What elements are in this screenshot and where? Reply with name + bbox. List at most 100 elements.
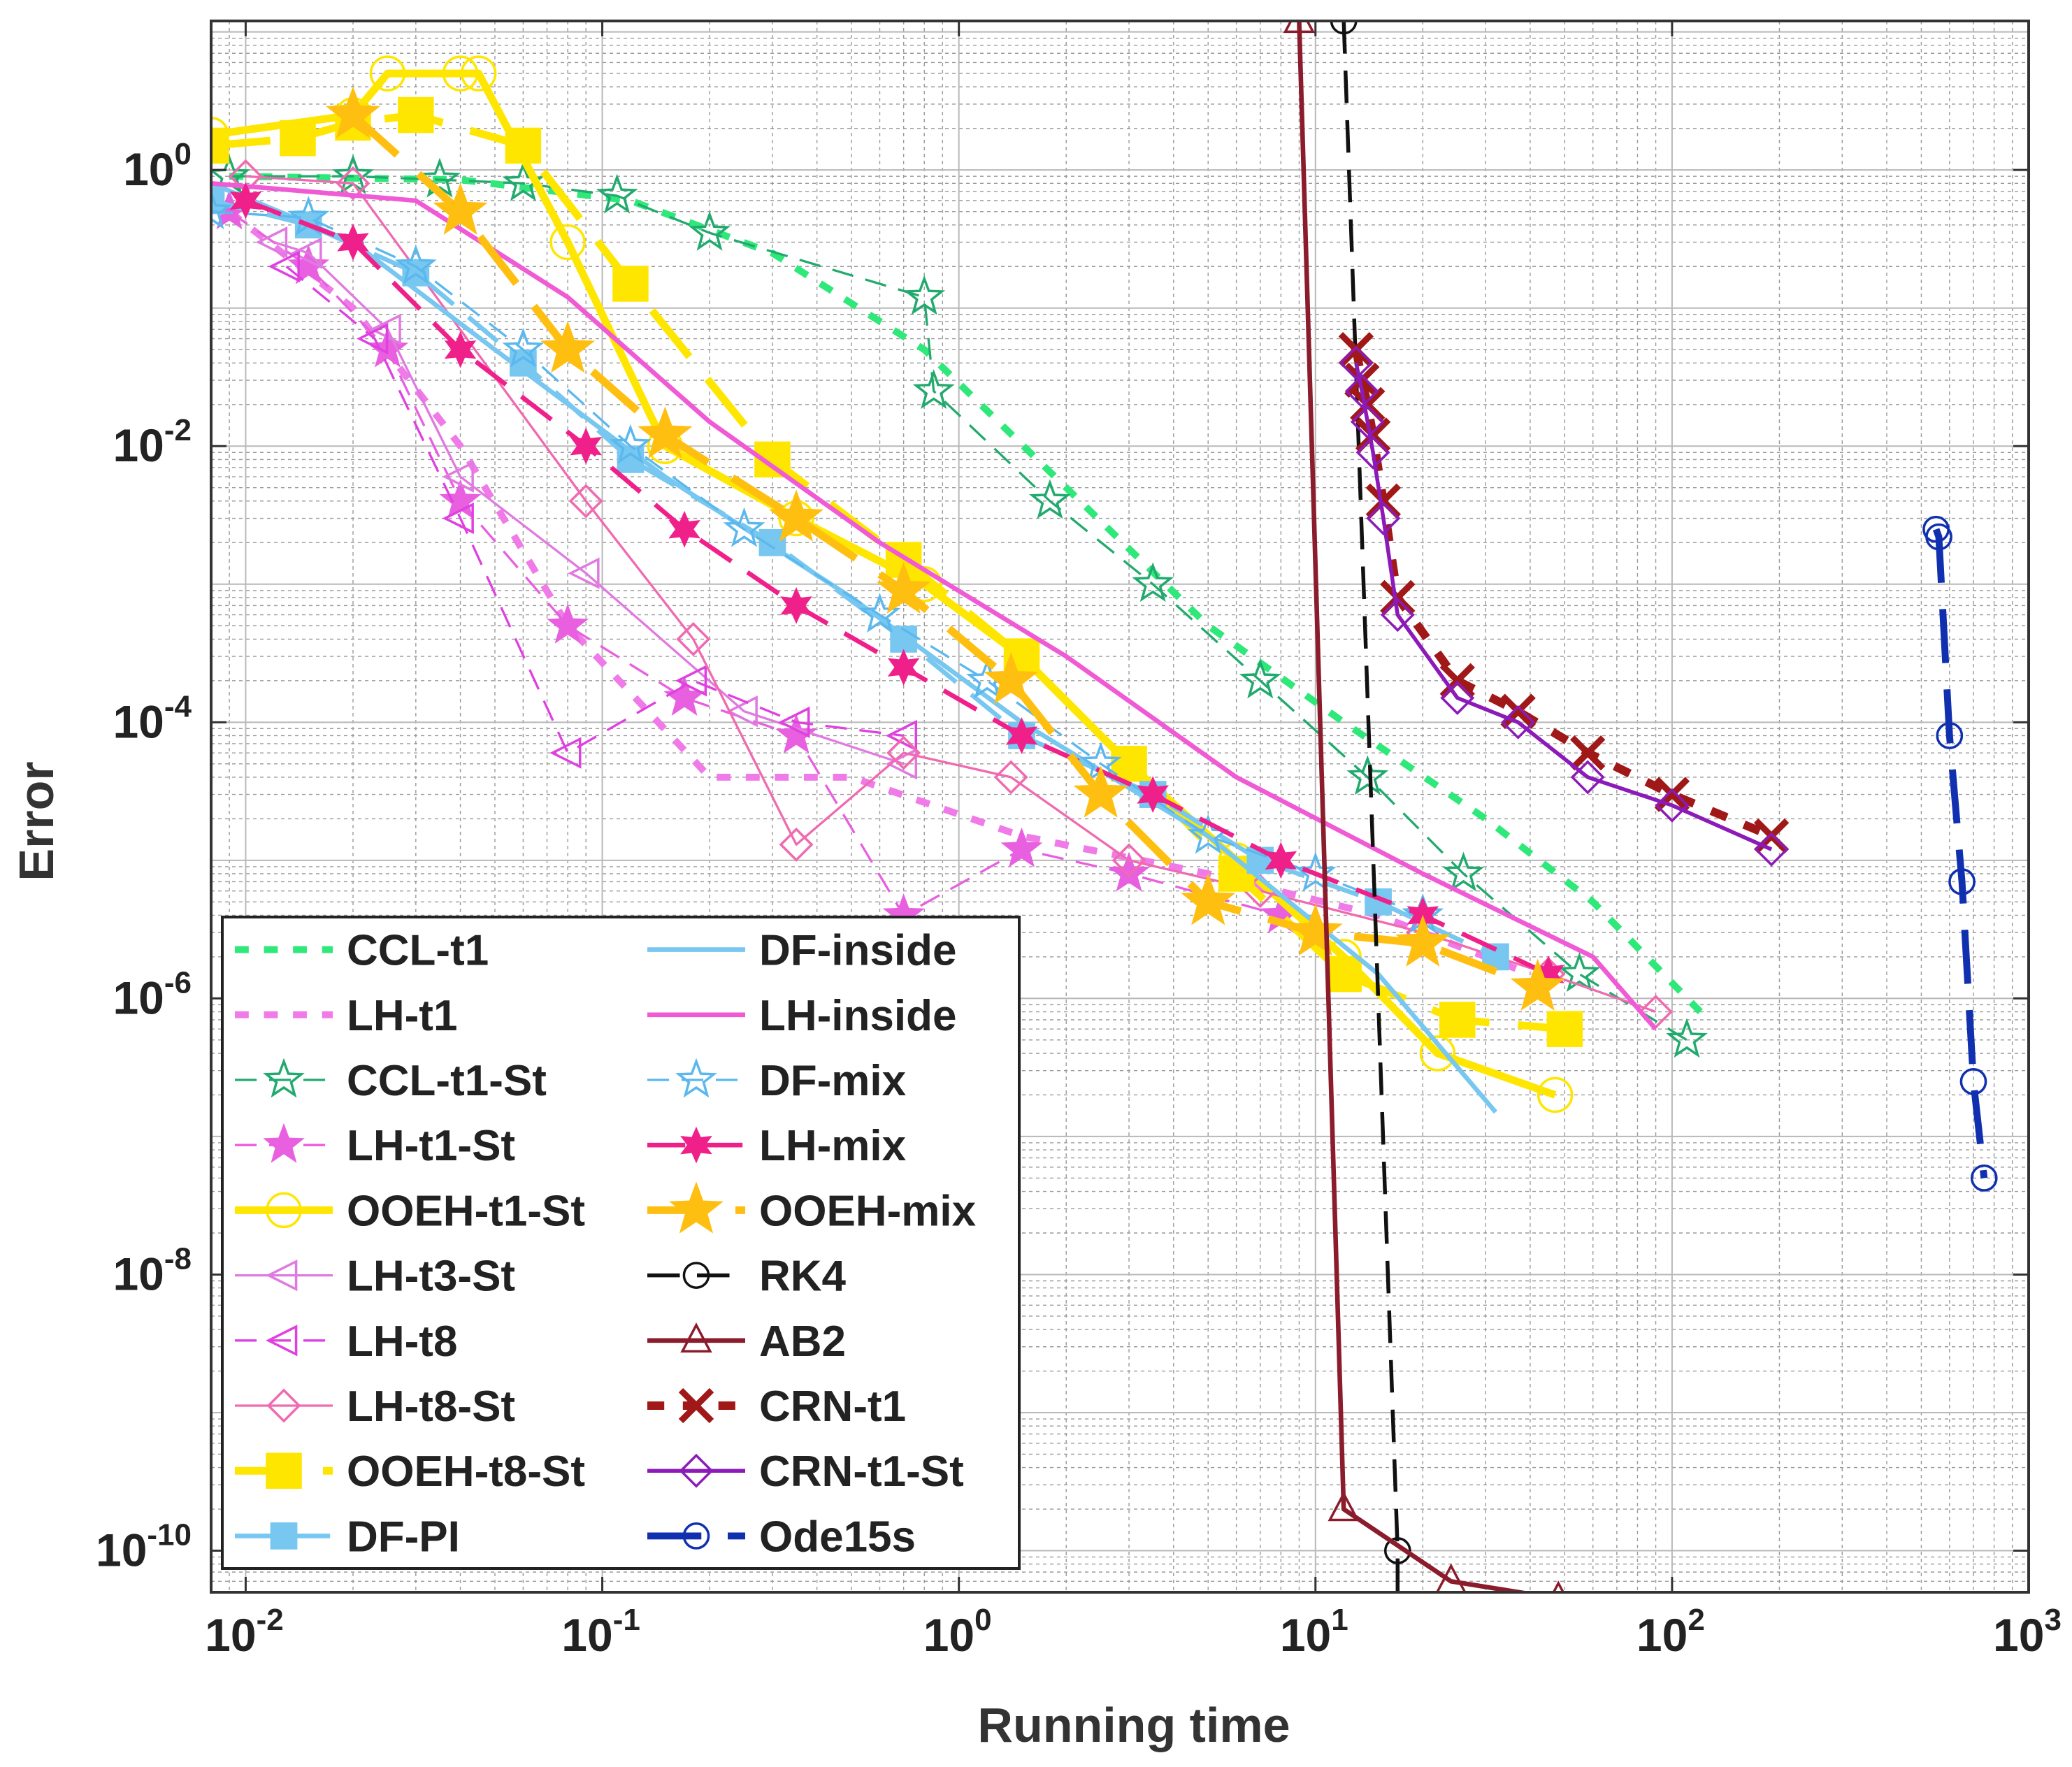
y-tick-label: 10-2	[113, 413, 192, 471]
plot-area-frame	[210, 20, 2030, 1594]
legend-label: LH-inside	[759, 992, 956, 1040]
data-point	[1655, 788, 1690, 823]
y-tick-label-exponent: -10	[147, 1518, 192, 1552]
plot-series-clip	[211, 21, 1998, 1592]
data-point	[1754, 832, 1789, 867]
data-point	[663, 676, 705, 716]
data-point	[723, 507, 765, 547]
series-line	[1932, 528, 1988, 1178]
legend-entry: OOEH-t8-St	[235, 1448, 585, 1496]
x-tick-label-base: 10	[1993, 1609, 2044, 1661]
data-point	[369, 55, 406, 92]
data-point	[394, 244, 437, 284]
legend-label: OOEH-t1-St	[347, 1187, 585, 1235]
x-tick-label-exponent: 2	[1688, 1603, 1704, 1637]
data-point	[1350, 404, 1385, 439]
x-tick-label: 100	[923, 1603, 992, 1661]
data-point	[1330, 21, 1358, 35]
data-point	[678, 1387, 714, 1424]
data-point	[337, 224, 369, 261]
legend-entry: CCL-t1-St	[235, 1057, 547, 1105]
data-point	[1181, 873, 1236, 925]
legend-entry: LH-t8	[235, 1318, 457, 1366]
data-point	[1970, 1164, 1998, 1192]
data-point	[439, 479, 482, 519]
x-tick-label-base: 10	[561, 1609, 612, 1661]
data-point	[912, 369, 955, 410]
data-point	[263, 1123, 305, 1163]
series-line	[1297, 21, 1534, 1592]
series-ooeh-mix	[326, 86, 1565, 1011]
data-point	[1440, 681, 1475, 716]
data-point	[1328, 1491, 1360, 1522]
data-point	[266, 1192, 302, 1229]
x-tick-label: 103	[1993, 1603, 2062, 1661]
y-tick-label-base: 10	[123, 143, 174, 195]
x-axis-label: Running time	[977, 1698, 1290, 1752]
legend-label: RK4	[759, 1253, 847, 1301]
data-point	[1936, 722, 1964, 749]
data-point	[502, 327, 545, 368]
x-tick-label-base: 10	[1636, 1609, 1688, 1661]
data-point	[1552, 1580, 1565, 1592]
legend-entry: RK4	[647, 1253, 847, 1301]
data-point	[668, 510, 700, 548]
legend-entry: DF-mix	[647, 1057, 907, 1105]
legend-entry: LH-inside	[647, 992, 956, 1040]
series-line	[229, 175, 1688, 1041]
legend-entry: DF-PI	[235, 1513, 460, 1561]
data-point	[398, 96, 434, 134]
y-tick-label-exponent: -6	[164, 965, 192, 1000]
data-point	[255, 226, 288, 259]
legend-entry: LH-t3-St	[235, 1253, 515, 1301]
legend-label: CCL-t1-St	[347, 1057, 547, 1105]
data-point	[1380, 598, 1415, 633]
x-tick-label: 10-2	[205, 1603, 284, 1661]
data-point	[326, 86, 380, 138]
data-point	[682, 1262, 710, 1289]
y-tick-label-exponent: -2	[164, 413, 192, 447]
data-point	[1570, 760, 1605, 795]
data-point	[1239, 658, 1281, 699]
data-point	[612, 266, 649, 302]
data-point	[1366, 501, 1401, 536]
data-point	[211, 189, 232, 230]
data-point	[1558, 952, 1601, 993]
series-lh-t1-st	[211, 189, 1302, 933]
legend-entry: AB2	[647, 1318, 846, 1366]
data-point	[1111, 746, 1147, 782]
data-point	[1108, 851, 1151, 892]
x-tick-label: 101	[1280, 1603, 1348, 1661]
data-point	[1959, 1067, 1987, 1095]
series-line	[229, 173, 1703, 1014]
y-tick-label-base: 10	[113, 972, 164, 1023]
data-point	[1380, 579, 1416, 616]
data-point	[442, 502, 474, 535]
data-point	[1753, 818, 1790, 854]
data-point	[609, 424, 652, 464]
series-lh-t8	[268, 250, 917, 769]
data-point	[1439, 1002, 1476, 1038]
legend-entry: OOEH-mix	[647, 1181, 977, 1235]
data-point	[676, 621, 711, 656]
data-point	[1570, 735, 1606, 771]
data-point	[1000, 827, 1043, 867]
data-point	[290, 237, 322, 269]
data-point	[442, 55, 479, 92]
data-point	[778, 706, 810, 738]
series-lh-t1	[227, 208, 1532, 978]
series-line	[227, 208, 1532, 978]
legend-label: Ode15s	[759, 1513, 916, 1561]
legend-label: CRN-t1-St	[759, 1448, 964, 1496]
data-point	[638, 406, 693, 459]
x-tick-label-base: 10	[1280, 1609, 1331, 1661]
data-point	[1501, 705, 1536, 740]
data-point	[419, 157, 461, 198]
legend-label: DF-PI	[347, 1513, 460, 1561]
series-line	[1351, 349, 1774, 840]
data-point	[1654, 777, 1690, 812]
legend: CCL-t1 LH-t1 CCL-t1-St LH-t1-St OOEH-t1-St LH…	[221, 916, 1021, 1570]
legend-entry: CRN-t1	[647, 1383, 906, 1431]
data-point	[357, 322, 389, 355]
data-point	[1365, 483, 1402, 519]
